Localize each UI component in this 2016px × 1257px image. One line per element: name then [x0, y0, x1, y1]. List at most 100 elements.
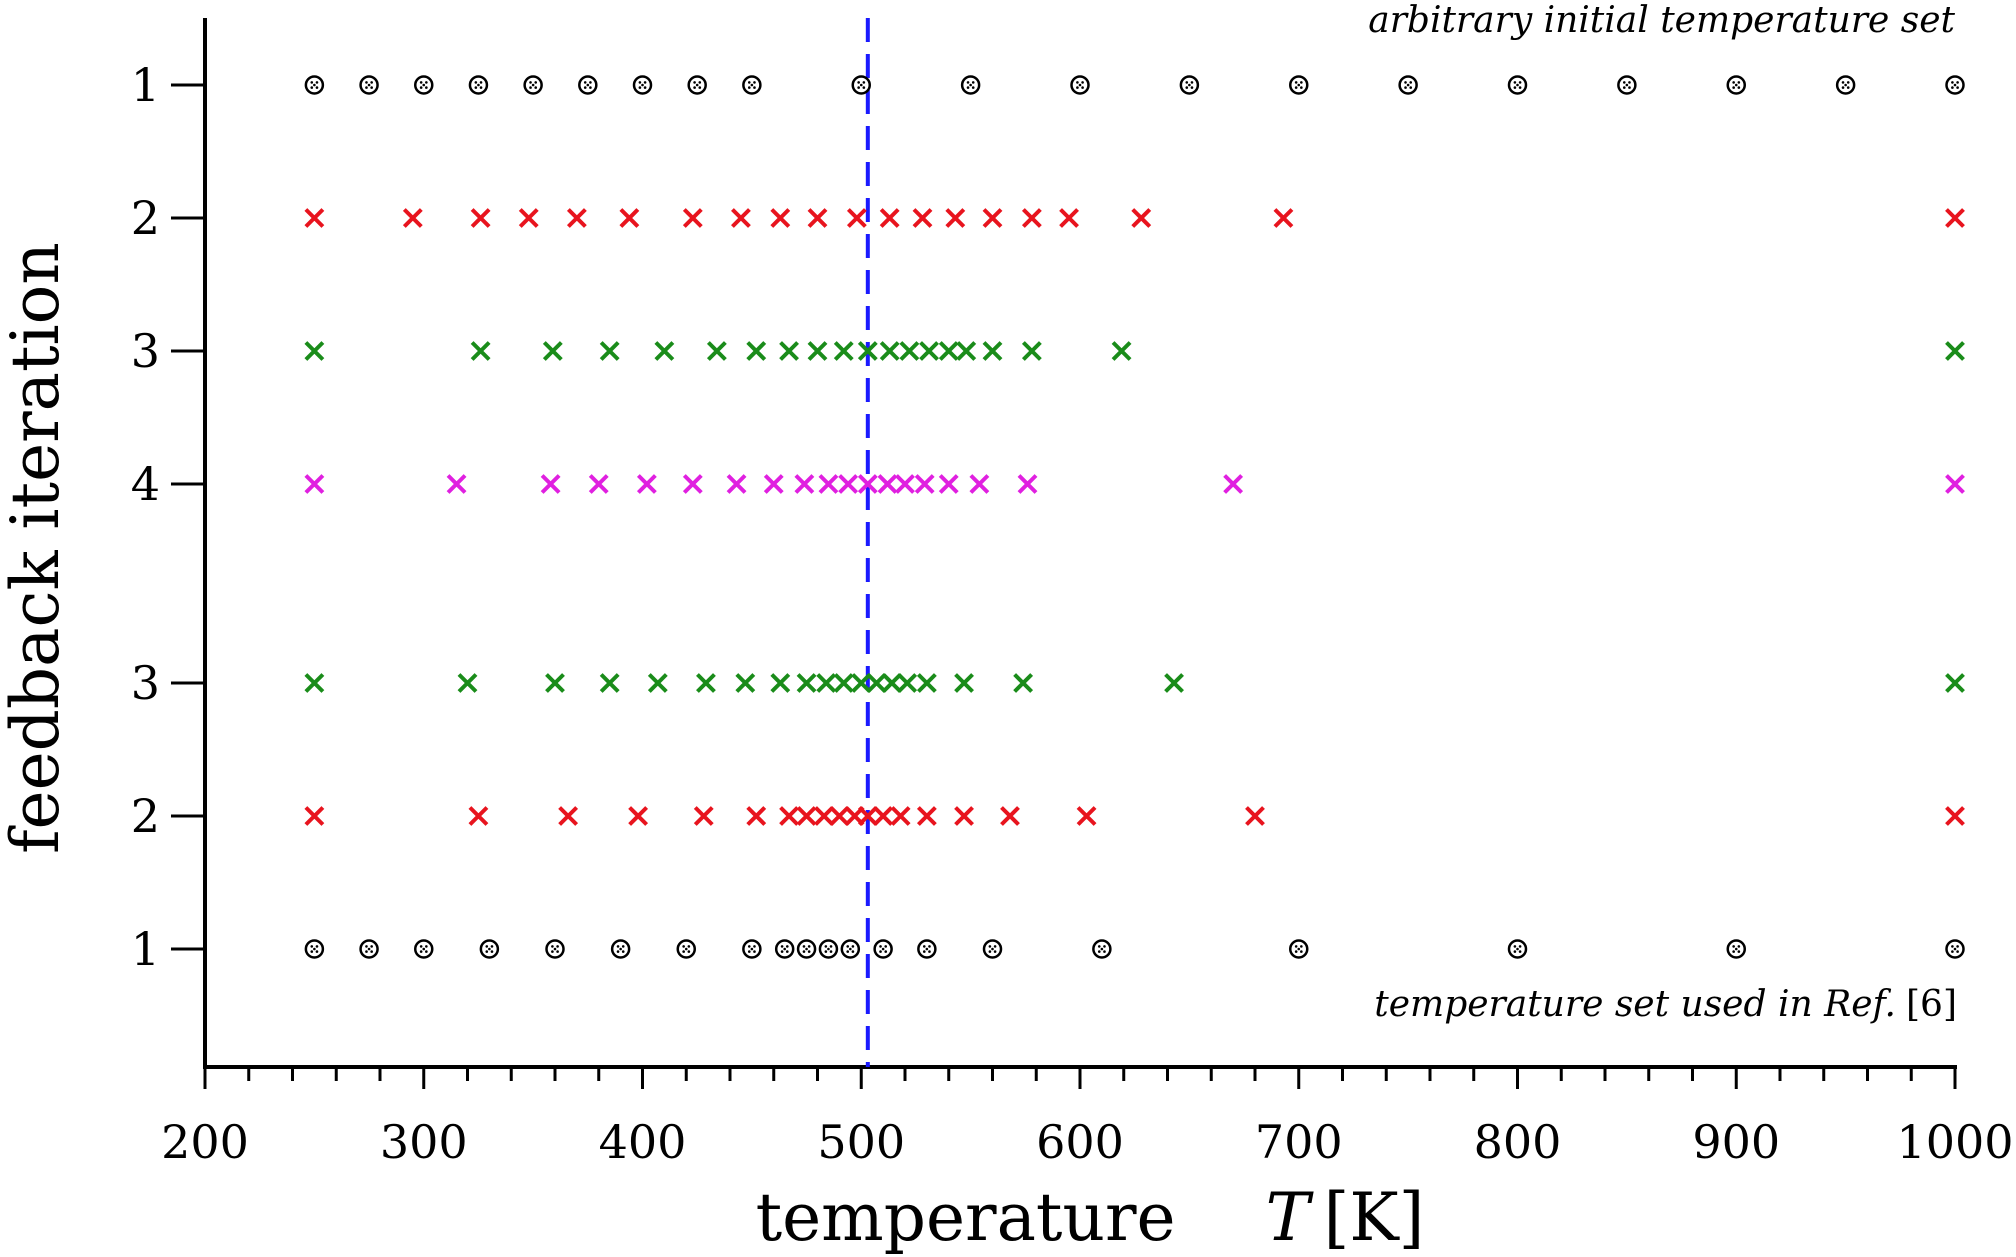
circle-marker — [796, 939, 817, 959]
x-marker — [746, 341, 767, 361]
x-marker — [735, 673, 756, 693]
x-tick-label: 700 — [1255, 1115, 1343, 1169]
x-marker — [838, 474, 859, 494]
x-marker — [1273, 208, 1294, 228]
circle-marker — [468, 75, 489, 95]
x-marker — [779, 806, 799, 826]
x-marker — [796, 673, 817, 693]
circle-marker — [1289, 939, 1309, 959]
x-marker — [542, 341, 563, 361]
x-marker — [954, 806, 974, 826]
x-marker — [807, 341, 828, 361]
x-marker — [969, 474, 990, 494]
circle-marker — [414, 75, 434, 95]
x-marker — [914, 474, 935, 494]
x-marker — [857, 474, 878, 494]
x-marker — [833, 341, 854, 361]
x-tick-label: 300 — [380, 1115, 468, 1169]
y-tick-label: 4 — [131, 457, 160, 511]
x-marker — [938, 474, 959, 494]
circle-marker — [1398, 75, 1418, 95]
x-marker — [628, 806, 649, 826]
x-marker — [1245, 806, 1265, 826]
circle-marker — [359, 75, 379, 95]
x-marker — [829, 806, 850, 826]
x-marker — [1945, 673, 1965, 693]
annotation-bottom-text: temperature set used in Ref. — [1374, 984, 1896, 1025]
x-marker — [833, 673, 854, 693]
x-marker — [816, 673, 837, 693]
circle-marker — [359, 939, 379, 959]
x-tick-label: 900 — [1692, 1115, 1780, 1169]
x-marker — [682, 208, 703, 228]
x-marker — [897, 673, 918, 693]
circle-marker — [840, 939, 861, 959]
x-marker — [304, 474, 325, 494]
circle-marker — [676, 939, 696, 959]
x-marker — [566, 208, 587, 228]
x-marker — [770, 208, 791, 228]
x-marker — [895, 474, 915, 494]
x-marker — [846, 208, 867, 228]
x-marker — [304, 341, 325, 361]
x-marker — [857, 806, 878, 826]
circle-marker — [1092, 939, 1112, 959]
circle-marker — [610, 939, 631, 959]
circle-marker — [742, 75, 762, 95]
x-marker — [619, 208, 640, 228]
circle-marker — [479, 939, 500, 959]
x-marker — [470, 341, 491, 361]
x-marker — [779, 341, 799, 361]
x-marker — [1017, 474, 1038, 494]
x-marker — [540, 474, 561, 494]
circle-marker — [304, 939, 325, 959]
x-marker — [1164, 673, 1184, 693]
circle-marker — [960, 75, 981, 95]
x-marker — [558, 806, 579, 826]
circle-marker — [1726, 75, 1746, 95]
x-marker — [1945, 341, 1965, 361]
y-tick-labels: 1 2 3 4 3 2 1 — [131, 58, 160, 976]
x-marker — [916, 673, 937, 693]
x-marker — [899, 341, 920, 361]
x-marker — [1013, 673, 1034, 693]
circle-marker — [1507, 75, 1528, 95]
x-marker — [457, 673, 478, 693]
x-marker — [814, 806, 834, 826]
x-marker — [770, 673, 791, 693]
x-marker — [912, 208, 933, 228]
x-marker — [890, 806, 911, 826]
x-tick-label: 400 — [599, 1115, 687, 1169]
x-axis-label: temperature T [K] — [756, 1179, 1425, 1256]
x-marker — [1945, 208, 1965, 228]
x-axis-label-text: temperature — [756, 1179, 1176, 1256]
x-marker — [446, 474, 467, 494]
x-axis-label-unit: [K] — [1324, 1179, 1425, 1256]
x-marker — [1021, 208, 1042, 228]
y-axis-label: feedback iteration — [0, 242, 74, 854]
x-marker — [304, 208, 325, 228]
circle-marker — [818, 939, 839, 959]
circle-marker — [774, 939, 795, 959]
x-marker — [919, 341, 939, 361]
x-marker — [1059, 208, 1079, 228]
circle-marker — [1507, 939, 1528, 959]
x-marker — [877, 474, 898, 494]
x-marker — [851, 673, 872, 693]
circle-marker — [1726, 939, 1746, 959]
data-markers — [304, 75, 1965, 959]
x-marker — [879, 208, 900, 228]
circle-marker — [917, 939, 937, 959]
x-marker — [1000, 806, 1020, 826]
circle-marker — [687, 75, 707, 95]
x-marker — [956, 341, 977, 361]
x-marker — [599, 341, 620, 361]
x-marker — [1223, 474, 1244, 494]
x-marker — [807, 208, 828, 228]
annotation-bottom: temperature set used in Ref. [6] — [1374, 984, 1957, 1025]
x-tick-label: 1000 — [1896, 1115, 2013, 1169]
x-marker — [470, 208, 491, 228]
x-axis-label-symbol: T — [1266, 1179, 1315, 1256]
x-tick-label: 800 — [1474, 1115, 1562, 1169]
